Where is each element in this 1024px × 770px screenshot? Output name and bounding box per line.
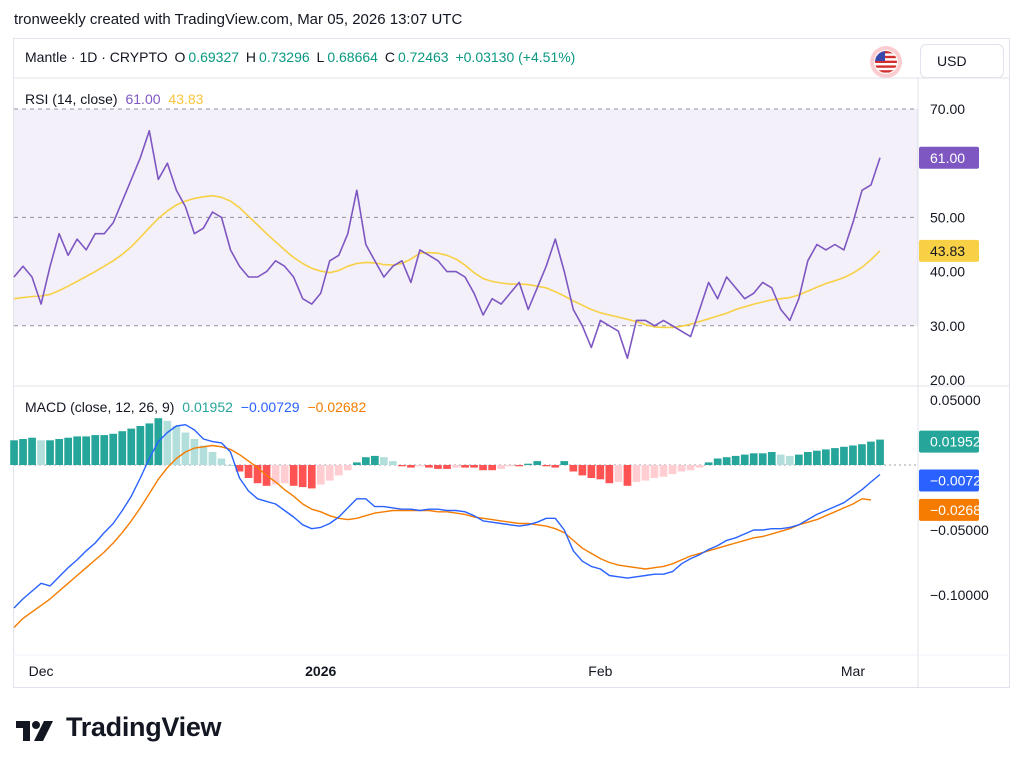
macd-legend: MACD (close, 12, 26, 9) 0.01952 −0.00729…: [25, 399, 366, 415]
chart-caption: tronweekly created with TradingView.com,…: [14, 11, 463, 28]
macd-legend-label: MACD (close, 12, 26, 9): [25, 399, 175, 415]
macd-hist-legend-value: 0.01952: [182, 399, 233, 415]
macd-line-legend-value: −0.00729: [240, 399, 300, 415]
currency-button[interactable]: USD: [920, 44, 1004, 78]
symbol-header: Mantle · 1D · CRYPTO O 0.69327 H 0.73296 L…: [25, 49, 578, 65]
symbol-name[interactable]: Mantle · 1D · CRYPTO: [25, 49, 168, 65]
high-label: H: [245, 49, 257, 65]
brand-name[interactable]: TradingView: [66, 712, 222, 742]
us-flag-icon[interactable]: [869, 45, 903, 79]
close-value: 0.72463: [397, 49, 449, 65]
rsi-legend-label: RSI (14, close): [25, 91, 118, 107]
open-label: O: [174, 49, 186, 65]
high-value: 0.73296: [259, 49, 310, 65]
chart-frame: [13, 38, 1010, 688]
rsi-legend: RSI (14, close) 61.00 43.83: [25, 91, 203, 107]
rsi-legend-value: 61.00: [125, 91, 161, 107]
low-label: L: [316, 49, 325, 65]
close-label: C: [384, 49, 395, 65]
change-value: +0.03130 (+4.51%): [455, 49, 576, 65]
macd-signal-legend-value: −0.02682: [307, 399, 367, 415]
low-value: 0.68664: [327, 49, 378, 65]
open-value: 0.69327: [188, 49, 240, 65]
tradingview-logo-icon[interactable]: [14, 713, 58, 747]
rsi-ma-legend-value: 43.83: [168, 91, 204, 107]
